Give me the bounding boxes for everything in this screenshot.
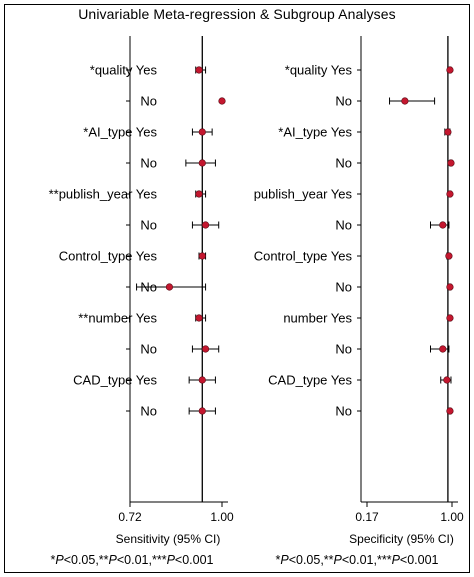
point-estimate: [439, 345, 447, 353]
footnote: *P<0.05,**P<0.01,***P<0.001: [50, 553, 213, 567]
row-label: No: [335, 342, 352, 357]
point-estimate: [201, 345, 210, 353]
point-estimate: [198, 128, 206, 136]
row-label: **publish_year Yes: [49, 187, 158, 202]
point-estimate: [446, 314, 454, 322]
row-label: CAD_type Yes: [268, 373, 352, 388]
row-label: No: [335, 218, 352, 233]
point-estimate: [195, 190, 203, 198]
row-label: publish_year Yes: [254, 187, 353, 202]
row-label: No: [335, 404, 352, 419]
x-tick-label: 1.00: [440, 510, 464, 524]
point-estimate: [195, 66, 203, 74]
row-label: Control_type Yes: [254, 249, 353, 264]
point-estimate: [198, 159, 206, 167]
point-estimate: [198, 252, 206, 260]
point-estimate: [443, 376, 451, 384]
row-label: *quality Yes: [90, 63, 158, 78]
row-label: *AI_type Yes: [83, 125, 157, 140]
x-axis-label: Specificity (95% CI): [349, 532, 454, 546]
row-label: *quality Yes: [285, 63, 353, 78]
point-estimate: [195, 314, 203, 322]
point-estimate: [446, 407, 454, 415]
point-estimate: [446, 66, 454, 74]
x-axis-label: Sensitivity (95% CI): [116, 532, 221, 546]
row-label: No: [335, 156, 352, 171]
row-label: **number Yes: [78, 311, 157, 326]
row-label: No: [140, 94, 157, 109]
point-estimate: [447, 159, 455, 167]
row-label: No: [335, 94, 352, 109]
point-estimate: [446, 283, 454, 291]
x-tick-label: 0.17: [355, 510, 379, 524]
point-estimate: [444, 128, 452, 136]
point-estimate: [445, 252, 453, 260]
point-estimate: [198, 376, 206, 384]
row-label: CAD_type Yes: [73, 373, 157, 388]
row-label: No: [140, 342, 157, 357]
row-label: No: [335, 280, 352, 295]
row-label: No: [140, 218, 157, 233]
point-estimate: [201, 221, 210, 229]
x-tick-label: 0.72: [118, 510, 142, 524]
figure-frame: [4, 4, 470, 573]
row-label: number Yes: [283, 311, 352, 326]
point-estimate: [165, 283, 174, 291]
chart-title: Univariable Meta-regression & Subgroup A…: [78, 6, 396, 22]
row-label: No: [140, 404, 157, 419]
point-estimate: [446, 190, 454, 198]
row-label: Control_type Yes: [59, 249, 158, 264]
x-tick-label: 1.00: [210, 510, 234, 524]
row-label: *AI_type Yes: [278, 125, 352, 140]
footnote: *P<0.05,**P<0.01,***P<0.001: [275, 553, 438, 567]
row-label: No: [140, 156, 157, 171]
point-estimate: [218, 97, 226, 105]
point-estimate: [198, 407, 206, 415]
point-estimate: [439, 221, 447, 229]
point-estimate: [401, 97, 409, 105]
